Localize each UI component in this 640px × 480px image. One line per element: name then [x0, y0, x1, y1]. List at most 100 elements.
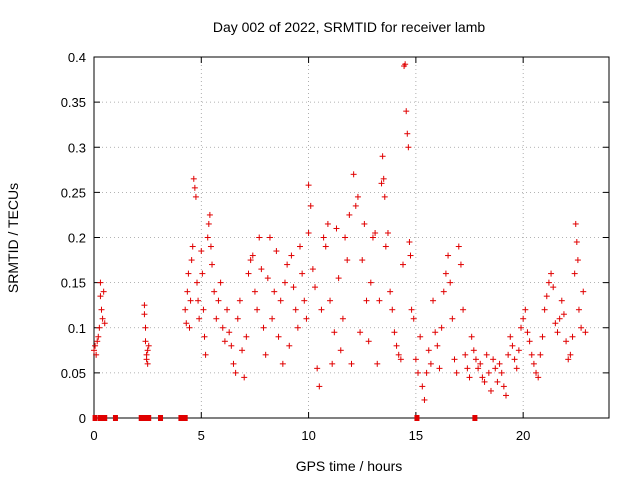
y-tick-label: 0.2: [68, 231, 86, 246]
data-point: [190, 175, 197, 182]
x-tick-label: 10: [301, 428, 315, 443]
data-point: [440, 288, 447, 295]
data-point: [541, 306, 548, 313]
data-point: [144, 347, 151, 354]
data-point: [524, 329, 531, 336]
data-point: [447, 279, 454, 286]
data-point: [292, 306, 299, 313]
data-point: [213, 315, 220, 322]
data-point: [198, 248, 205, 255]
data-point: [279, 360, 286, 367]
data-point: [339, 315, 346, 322]
data-point: [575, 306, 582, 313]
data-point: [545, 279, 552, 286]
data-point: [184, 288, 191, 295]
data-point: [201, 333, 208, 340]
data-point: [468, 333, 475, 340]
data-point: [363, 297, 370, 304]
data-point: [397, 356, 404, 363]
data-point: [479, 374, 486, 381]
data-point: [183, 320, 190, 327]
data-point-zero: [112, 415, 118, 421]
y-tick-label: 0.4: [68, 50, 86, 65]
data-point: [239, 347, 246, 354]
data-point: [513, 365, 520, 372]
data-point: [143, 356, 150, 363]
data-point: [142, 338, 149, 345]
data-point: [266, 234, 273, 241]
data-point: [234, 315, 241, 322]
data-point: [288, 252, 295, 259]
data-point: [145, 342, 152, 349]
x-tick-label: 20: [516, 428, 530, 443]
data-point: [403, 108, 410, 115]
data-point: [393, 342, 400, 349]
data-point: [335, 275, 342, 282]
data-point: [404, 130, 411, 137]
data-point: [236, 297, 243, 304]
data-point: [243, 333, 250, 340]
data-point: [434, 342, 441, 349]
data-point: [533, 369, 540, 376]
data-point: [578, 324, 585, 331]
data-point: [97, 279, 104, 286]
data-point: [312, 284, 319, 291]
data-point: [379, 153, 386, 160]
data-point: [98, 306, 105, 313]
data-point-zero: [138, 415, 144, 421]
data-point-zero: [414, 415, 420, 421]
data-point-zero: [102, 415, 108, 421]
data-point: [369, 234, 376, 241]
data-point: [199, 270, 206, 277]
data-point: [520, 315, 527, 322]
data-point: [195, 297, 202, 304]
data-point: [200, 306, 207, 313]
data-point: [262, 351, 269, 358]
data-point: [264, 275, 271, 282]
data-point: [522, 306, 529, 313]
data-point: [99, 315, 106, 322]
data-point-zero: [146, 415, 152, 421]
data-point: [509, 342, 516, 349]
data-point: [314, 365, 321, 372]
data-point: [457, 261, 464, 268]
y-tick-label: 0.35: [61, 95, 86, 110]
data-point: [142, 324, 149, 331]
data-point: [402, 61, 409, 68]
data-point: [415, 369, 422, 376]
data-point: [376, 297, 383, 304]
data-point: [228, 342, 235, 349]
data-point: [318, 306, 325, 313]
data-point: [352, 202, 359, 209]
data-point: [305, 229, 312, 236]
data-point: [442, 270, 449, 277]
data-point: [249, 252, 256, 259]
data-point: [329, 360, 336, 367]
data-point: [511, 356, 518, 363]
data-point: [565, 356, 572, 363]
data-point: [221, 338, 228, 345]
data-point: [219, 324, 226, 331]
y-tick-label: 0.1: [68, 321, 86, 336]
data-point: [387, 288, 394, 295]
data-point: [503, 392, 509, 399]
data-point: [301, 297, 308, 304]
data-point: [472, 356, 479, 363]
data-point: [410, 315, 417, 322]
data-point: [192, 193, 199, 200]
data-point: [254, 306, 261, 313]
data-point: [226, 329, 233, 336]
data-point: [421, 396, 428, 403]
data-point: [537, 351, 544, 358]
data-point: [188, 257, 195, 264]
data-point: [466, 374, 473, 381]
data-point: [432, 329, 439, 336]
data-point: [256, 234, 263, 241]
data-point: [346, 211, 353, 218]
data-point: [487, 387, 494, 394]
data-point: [286, 342, 293, 349]
data-point: [427, 360, 434, 367]
data-point: [281, 279, 288, 286]
data-point: [419, 383, 426, 390]
data-point: [407, 252, 414, 259]
